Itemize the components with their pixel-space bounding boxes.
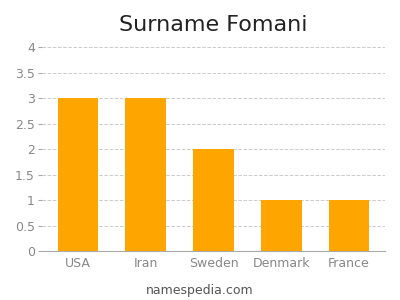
Title: Surname Fomani: Surname Fomani <box>119 15 308 35</box>
Bar <box>329 200 370 251</box>
Bar <box>261 200 302 251</box>
Text: namespedia.com: namespedia.com <box>146 284 254 297</box>
Bar <box>193 149 234 251</box>
Bar <box>58 98 98 251</box>
Bar <box>125 98 166 251</box>
